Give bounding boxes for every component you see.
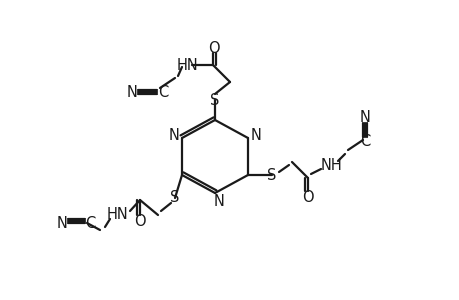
Text: O: O	[302, 190, 313, 206]
Text: N: N	[126, 85, 137, 100]
Text: NH: NH	[320, 158, 342, 172]
Text: S: S	[210, 92, 219, 107]
Text: N: N	[359, 110, 369, 125]
Text: S: S	[267, 167, 276, 182]
Text: N: N	[250, 128, 261, 142]
Text: O: O	[134, 214, 146, 230]
Text: N: N	[168, 128, 179, 142]
Text: C: C	[157, 85, 168, 100]
Text: N: N	[213, 194, 224, 208]
Text: S: S	[170, 190, 179, 206]
Text: O: O	[208, 40, 219, 56]
Text: HN: HN	[177, 58, 198, 73]
Text: HN: HN	[107, 208, 129, 223]
Text: N: N	[56, 217, 67, 232]
Text: C: C	[359, 134, 369, 148]
Text: C: C	[85, 217, 95, 232]
